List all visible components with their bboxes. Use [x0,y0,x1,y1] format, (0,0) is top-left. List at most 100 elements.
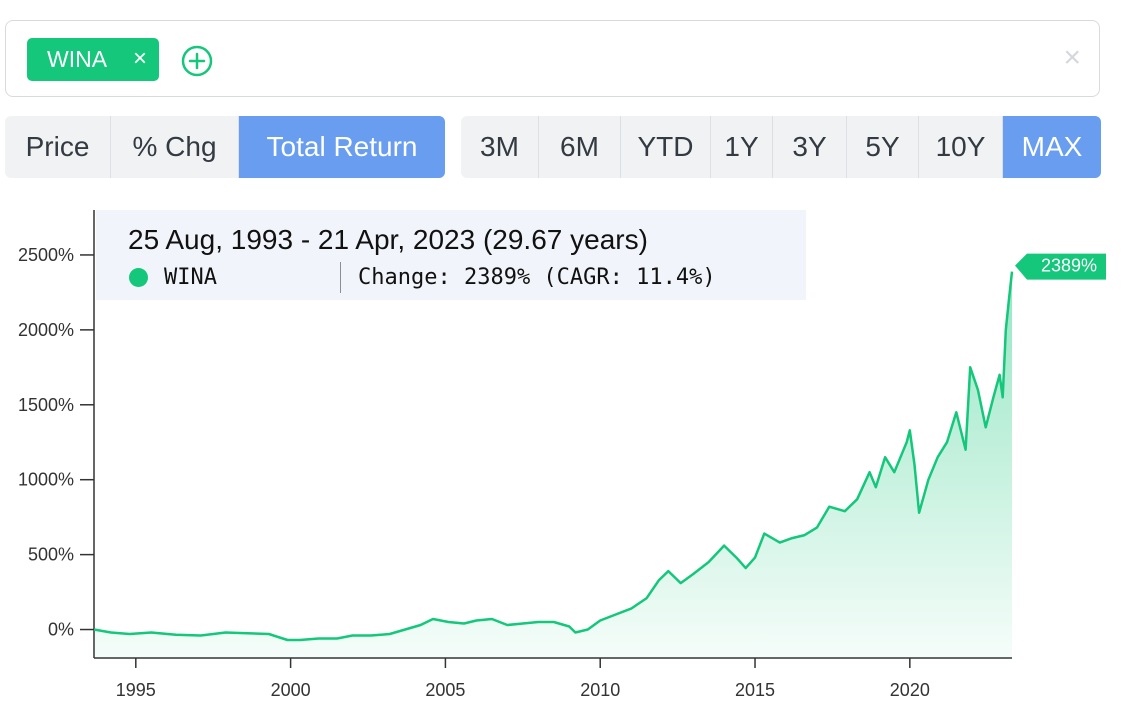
y-tick-label: 1000% [18,470,74,490]
data-point [645,596,649,600]
data-point [753,556,757,560]
data-point [722,544,726,548]
data-point [199,634,203,638]
data-point [778,541,782,545]
ticker-chip-wina[interactable]: WINA × [27,38,159,81]
y-tick-label: 0% [48,620,74,640]
x-tick-label: 2015 [735,680,775,700]
data-point [369,634,373,638]
series-area-wina [94,271,1012,658]
tab-price[interactable]: Price [5,116,111,178]
data-point [991,395,995,399]
data-point [968,365,972,369]
data-point [351,634,355,638]
data-point [679,581,683,585]
data-point [815,526,819,530]
data-point [490,617,494,621]
series-dot-icon [129,268,148,287]
data-point [521,622,525,626]
data-point [109,631,113,635]
tooltip-change: Change: 2389% (CAGR: 11.4%) [358,265,716,290]
data-point [936,455,940,459]
range-3y[interactable]: 3Y [773,116,847,178]
data-point [388,632,392,636]
chart-mode-tabs: Price % Chg Total Return [5,116,445,178]
data-point [128,632,132,636]
data-point [803,533,807,537]
data-point [505,623,509,627]
range-6m[interactable]: 6M [539,116,621,178]
y-tick-label: 2500% [18,245,74,265]
data-point [92,628,96,632]
tab-percent-change[interactable]: % Chg [111,116,239,178]
data-point [462,622,466,626]
data-point [945,440,949,444]
data-point [245,631,249,635]
data-point [149,631,153,635]
plus-circle-icon[interactable] [181,45,213,77]
series-line-wina [93,271,1014,642]
data-point [598,619,602,623]
data-point [431,617,435,621]
data-point [267,632,271,636]
data-point [976,388,980,392]
chart-area[interactable]: 0% 500% 1000% 1500% 2000% 2500% 1995 2000 2005 2… [0,200,1136,712]
data-point [964,448,968,452]
y-tick-label: 500% [28,545,74,565]
data-point [868,470,872,474]
clear-all-icon[interactable]: × [1063,41,1081,74]
range-10y[interactable]: 10Y [919,116,1003,178]
end-value-label: 2389% [1041,256,1097,276]
ticker-search-box[interactable]: WINA × × [5,20,1100,97]
range-max[interactable]: MAX [1003,116,1101,178]
data-point [954,410,958,414]
data-point [657,578,661,582]
data-point [552,620,556,624]
x-tick-label: 2005 [425,680,465,700]
data-point [874,485,878,489]
data-point [905,440,909,444]
data-point [403,628,407,632]
data-point [666,569,670,573]
data-point [1010,270,1014,274]
range-3m[interactable]: 3M [461,116,539,178]
tab-total-return[interactable]: Total Return [239,116,445,178]
x-tick-label: 2000 [271,680,311,700]
data-point [855,497,859,501]
data-point [984,425,988,429]
range-ytd[interactable]: YTD [621,116,711,178]
data-point [908,428,912,432]
data-point [316,637,320,641]
data-point [691,572,695,576]
data-point [298,638,302,642]
data-point [744,566,748,570]
y-tick-label: 2000% [18,320,74,340]
data-point [790,536,794,540]
data-point [998,373,1002,377]
data-point [614,613,618,617]
tooltip-divider [340,262,341,293]
data-point [912,463,916,467]
tooltip-series-name: WINA [164,265,217,290]
chart-tooltip: 25 Aug, 1993 - 21 Apr, 2023 (29.67 years… [96,210,806,300]
data-point [734,556,738,560]
data-point [1007,298,1011,302]
data-point [286,638,290,642]
data-point [917,511,921,515]
data-point [883,455,887,459]
x-tick-label: 1995 [116,680,156,700]
data-point [335,637,339,641]
data-point [474,619,478,623]
tooltip-date-range: 25 Aug, 1993 - 21 Apr, 2023 (29.67 years… [128,224,648,255]
y-tick-label: 1500% [18,395,74,415]
data-point [224,631,228,635]
total-return-chart: 0% 500% 1000% 1500% 2000% 2500% 1995 2000 2005 2… [18,210,1106,700]
data-point [892,470,896,474]
data-point [629,607,633,611]
end-value-badge [1015,253,1106,280]
close-icon[interactable]: × [132,45,147,72]
data-point [1004,328,1008,332]
data-point [827,505,831,509]
range-5y[interactable]: 5Y [847,116,919,178]
range-1y[interactable]: 1Y [711,116,773,178]
